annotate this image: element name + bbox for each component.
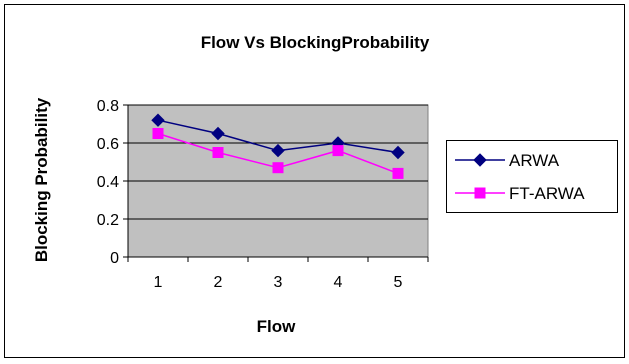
data-point	[151, 113, 165, 127]
data-point	[212, 147, 224, 158]
y-ticks: 0 0.2 0.4 0.6 0.8	[97, 98, 128, 267]
x-tick-label: 1	[154, 274, 163, 291]
x-tick-label: 3	[274, 274, 283, 291]
x-axis-title: Flow	[257, 317, 296, 336]
y-tick-label: 0.8	[97, 98, 119, 115]
data-point	[152, 128, 164, 139]
series-ft-arwa	[152, 128, 404, 179]
chart-title: Flow Vs BlockingProbability	[201, 33, 430, 52]
data-point	[272, 162, 284, 174]
legend-label: FT-ARWA	[509, 184, 585, 203]
data-point	[332, 145, 344, 157]
legend: ARWA FT-ARWA	[446, 140, 618, 213]
gridlines	[128, 104, 428, 220]
y-tick-label: 0.6	[97, 136, 119, 153]
series-layer	[151, 113, 405, 179]
legend-label: ARWA	[509, 151, 560, 170]
y-axis-title: Blocking Probability	[32, 97, 51, 262]
x-tick-label: 4	[334, 274, 343, 291]
x-tick-label: 2	[214, 274, 223, 291]
data-point	[211, 126, 225, 141]
legend-marker	[474, 187, 486, 199]
data-point	[391, 145, 405, 160]
x-ticks: 1 2 3 4 5	[127, 257, 429, 291]
legend-box	[446, 140, 618, 213]
legend-marker	[473, 153, 487, 167]
y-tick-label: 0	[110, 250, 119, 267]
x-tick-label: 5	[394, 274, 403, 291]
data-point	[392, 167, 404, 179]
data-point	[271, 143, 285, 158]
y-tick-label: 0.2	[97, 212, 119, 229]
y-tick-label: 0.4	[97, 174, 119, 191]
